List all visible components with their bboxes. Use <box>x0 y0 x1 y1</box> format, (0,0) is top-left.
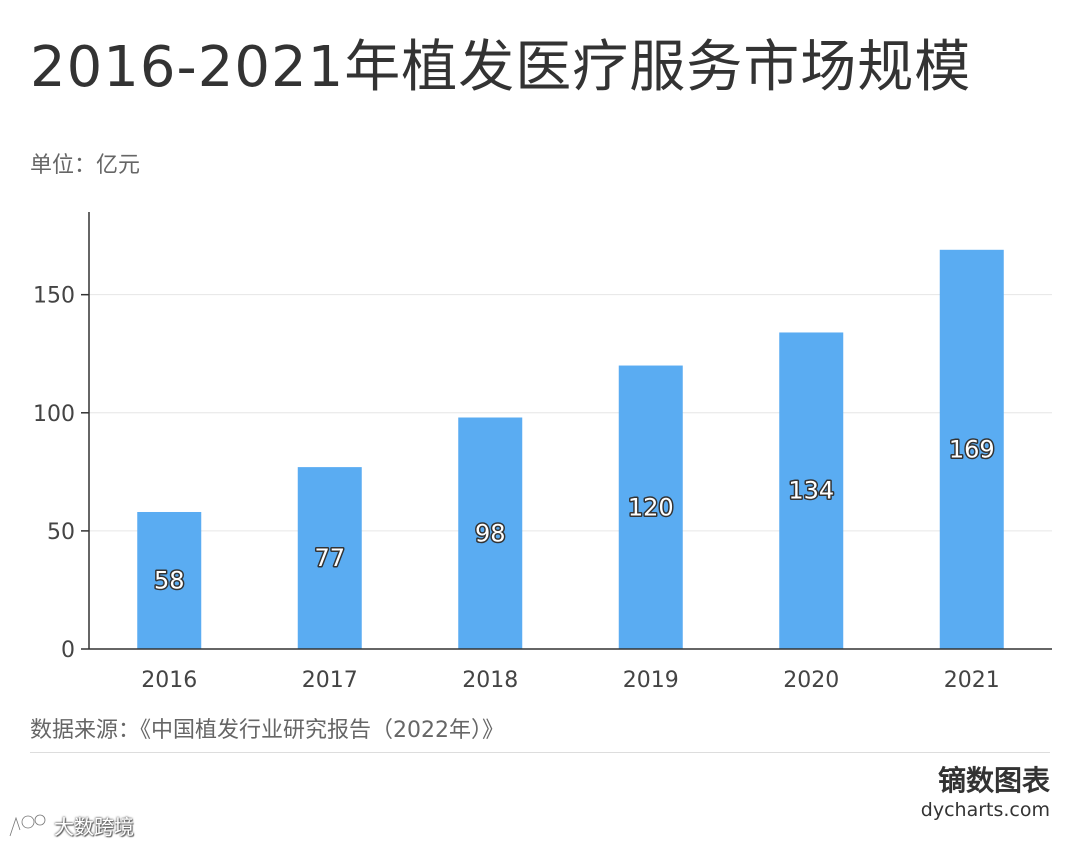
bar-2017 <box>297 467 362 649</box>
footer-divider <box>30 752 1050 753</box>
unit-label: 单位：亿元 <box>30 153 141 178</box>
bar-2020 <box>779 332 844 649</box>
bar-2018 <box>458 417 523 649</box>
x-tick-label-2021: 2021 <box>944 668 1000 693</box>
watermark-logo-icon <box>8 813 47 837</box>
bar-2021 <box>939 249 1004 649</box>
bar-2019 <box>618 365 683 649</box>
y-tick-label-150: 150 <box>33 284 75 309</box>
data-label-2020: 134 <box>788 477 834 505</box>
watermark: 大数跨境 <box>6 808 134 842</box>
brand-site: dycharts.com <box>920 799 1050 821</box>
x-tick-label-2020: 2020 <box>783 668 839 693</box>
x-tick-label-2016: 2016 <box>141 668 197 693</box>
y-tick-label-100: 100 <box>33 402 75 427</box>
gridlines <box>89 294 1052 532</box>
x-tick-label-2019: 2019 <box>623 668 679 693</box>
chart-title: 2016-2021年植发医疗服务市场规模 <box>30 35 972 100</box>
labels: 0 50 100 150 58 2016 77 2017 98 2018 120 2019 134 202… <box>33 284 1000 693</box>
bars <box>137 249 1004 649</box>
data-label-2016: 58 <box>154 566 185 594</box>
data-label-2018: 98 <box>475 519 506 547</box>
data-label-2017: 77 <box>314 544 345 572</box>
bar-2016 <box>137 511 202 649</box>
y-tick-label-0: 0 <box>61 638 75 663</box>
data-source: 数据来源：《中国植发行业研究报告（2022年）》 <box>30 718 504 743</box>
watermark-text: 大数跨境 <box>54 814 134 839</box>
x-tick-label-2017: 2017 <box>302 668 358 693</box>
brand-logo-text: 镝数图表 <box>937 764 1050 797</box>
x-tick-label-2018: 2018 <box>462 668 518 693</box>
y-tick-label-50: 50 <box>47 520 75 545</box>
axes <box>81 212 1052 650</box>
data-label-2021: 169 <box>949 435 995 463</box>
data-label-2019: 120 <box>628 493 674 521</box>
